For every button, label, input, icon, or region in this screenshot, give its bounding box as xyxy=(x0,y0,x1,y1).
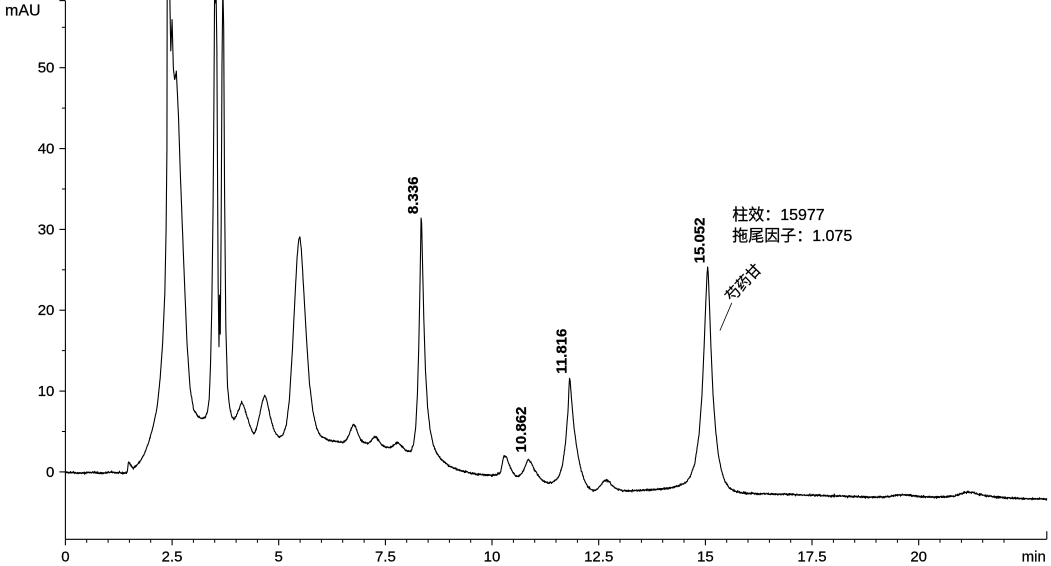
svg-text:17.5: 17.5 xyxy=(797,548,826,565)
svg-text:芍药甘: 芍药甘 xyxy=(722,261,765,306)
svg-text:5: 5 xyxy=(275,548,283,565)
svg-text:柱效：15977: 柱效：15977 xyxy=(732,206,825,224)
svg-text:11.816: 11.816 xyxy=(554,329,571,374)
svg-text:min: min xyxy=(1022,548,1046,565)
svg-text:20: 20 xyxy=(38,302,55,319)
svg-text:拖尾因子：1.075: 拖尾因子：1.075 xyxy=(732,227,852,245)
svg-text:2.5: 2.5 xyxy=(162,548,183,565)
svg-text:30: 30 xyxy=(38,221,55,238)
svg-text:12.5: 12.5 xyxy=(584,548,613,565)
svg-text:15.052: 15.052 xyxy=(692,218,709,264)
svg-text:20: 20 xyxy=(910,548,927,565)
svg-text:10.862: 10.862 xyxy=(513,407,530,453)
svg-text:15: 15 xyxy=(697,548,714,565)
svg-text:0: 0 xyxy=(46,464,54,481)
svg-text:7.5: 7.5 xyxy=(375,548,396,565)
svg-text:8.336: 8.336 xyxy=(405,177,422,215)
svg-text:mAU: mAU xyxy=(5,3,41,20)
svg-text:0: 0 xyxy=(61,548,69,565)
svg-text:40: 40 xyxy=(38,141,55,158)
svg-text:10: 10 xyxy=(38,383,55,400)
svg-text:50: 50 xyxy=(38,60,55,77)
svg-text:10: 10 xyxy=(484,548,501,565)
